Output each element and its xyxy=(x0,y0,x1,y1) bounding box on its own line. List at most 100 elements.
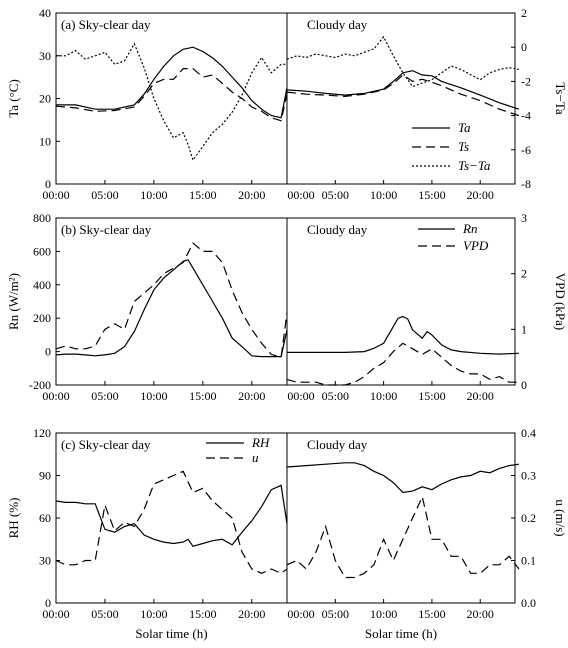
right-y-tick-label: 0 xyxy=(521,378,527,392)
x-tick-label: 15:00 xyxy=(189,607,216,621)
right-y-tick-label: 3 xyxy=(521,211,527,225)
legend-label: Ta xyxy=(458,120,471,135)
panel-c: 0 30 60 90 120 0.0 0.1 0.2 0.3 0.4 00:00 05:00 10:00… xyxy=(6,426,568,621)
x-tick-label: 20:00 xyxy=(467,188,494,202)
x-tick-label: 05:00 xyxy=(91,188,118,202)
right-y-tick-label: 1 xyxy=(521,322,527,336)
series-ts-clear xyxy=(55,67,288,122)
x-tick-label: 00:00 xyxy=(42,188,69,202)
series-u-cloudy xyxy=(286,494,520,579)
x-tick-label: 15:00 xyxy=(189,389,216,403)
x-tick-label: 20:00 xyxy=(238,389,265,403)
series-rh-clear xyxy=(55,484,288,547)
left-axis-label: RH (%) xyxy=(6,498,21,539)
left-y-tick-label: 30 xyxy=(39,554,51,568)
left-y-tick-label: 90 xyxy=(39,469,51,483)
left-y-tick-label: 120 xyxy=(33,426,51,440)
x-tick-label: 00:00 xyxy=(42,389,69,403)
series-vpd-cloudy xyxy=(286,342,519,386)
panel-title-clear: (c) Sky-clear day xyxy=(61,437,151,452)
left-y-tick-label: 0 xyxy=(45,345,51,359)
x-tick-label: 10:00 xyxy=(140,389,167,403)
right-y-tick-label: -4 xyxy=(521,109,531,123)
right-y-tick-label: 0 xyxy=(521,40,527,54)
left-y-tick-label: 40 xyxy=(39,6,51,20)
panel-title-clear: (b) Sky-clear day xyxy=(61,222,152,237)
x-tick-label: 10:00 xyxy=(370,188,397,202)
series-u-clear xyxy=(55,470,288,574)
left-y-tick-label: -200 xyxy=(29,378,51,392)
panel-a: 0 10 20 30 40 -8 -6 -4 -2 0 2 00:00 05:00 10:00 15:00 2… xyxy=(6,6,568,202)
panel-frame xyxy=(55,217,516,386)
x-tick-label: 10:00 xyxy=(370,389,397,403)
panel-frame xyxy=(55,432,516,604)
left-y-tick-label: 800 xyxy=(33,211,51,225)
x-tick-label: 15:00 xyxy=(418,188,445,202)
panel-title-cloudy: Cloudy day xyxy=(307,437,368,452)
x-tick-label: 05:00 xyxy=(91,389,118,403)
left-y-tick-label: 0 xyxy=(45,177,51,191)
series-ts-minus-ta-clear xyxy=(56,42,287,162)
legend-label: Rn xyxy=(462,221,477,236)
x-tick-label: 10:00 xyxy=(370,607,397,621)
left-y-tick-label: 60 xyxy=(39,511,51,525)
right-axis-label: VPD (kPa) xyxy=(553,273,568,330)
left-y-tick-label: 0 xyxy=(45,596,51,610)
panel-title-cloudy: Cloudy day xyxy=(307,17,368,32)
x-tick-label: 10:00 xyxy=(140,188,167,202)
right-axis-label: Ts−Ta xyxy=(553,82,568,114)
right-y-tick-label: 0.3 xyxy=(521,469,536,483)
right-y-tick-label: -8 xyxy=(521,177,531,191)
x-tick-label: 20:00 xyxy=(467,389,494,403)
legend-label: Ts−Ta xyxy=(458,158,491,173)
panel-title-cloudy: Cloudy day xyxy=(307,222,368,237)
x-tick-label: 20:00 xyxy=(238,607,265,621)
series-ta-clear xyxy=(56,46,288,119)
x-tick-label: 00:00 xyxy=(287,188,314,202)
left-y-tick-label: 200 xyxy=(33,311,51,325)
legend-label: VPD xyxy=(463,238,489,253)
legend-label: RH xyxy=(251,435,270,450)
panel-b: -200 0 200 400 600 800 0 1 2 3 00:00 05:00 10:00 15:0… xyxy=(6,211,568,403)
panel-title-clear: (a) Sky-clear day xyxy=(61,17,151,32)
right-y-tick-label: -2 xyxy=(521,74,531,88)
series-rh-cloudy xyxy=(286,462,519,494)
left-y-tick-label: 400 xyxy=(33,278,51,292)
x-tick-label: 05:00 xyxy=(91,607,118,621)
left-y-tick-label: 600 xyxy=(33,244,51,258)
x-tick-label: 15:00 xyxy=(189,188,216,202)
series-vpd-clear xyxy=(55,242,288,358)
x-tick-label: 05:00 xyxy=(322,188,349,202)
x-tick-label: 20:00 xyxy=(467,607,494,621)
legend-label: Ts xyxy=(458,139,469,154)
left-y-tick-label: 10 xyxy=(39,134,51,148)
series-ts-minus-ta-cloudy xyxy=(286,35,520,88)
x-tick-label: 00:00 xyxy=(42,607,69,621)
right-y-tick-label: 0.0 xyxy=(521,596,536,610)
x-tick-label: 05:00 xyxy=(322,607,349,621)
left-axis-label: Rn (W/m²) xyxy=(6,273,21,330)
x-axis-label-clear: Solar time (h) xyxy=(135,626,207,641)
left-axis-label: Ta (°C) xyxy=(6,79,21,118)
x-axis-label-cloudy: Solar time (h) xyxy=(365,626,437,641)
right-axis-label: u (m/s) xyxy=(553,499,568,536)
series-rn-cloudy xyxy=(287,315,519,355)
right-y-tick-label: 2 xyxy=(521,6,527,20)
x-tick-label: 00:00 xyxy=(287,607,314,621)
series-ta-cloudy xyxy=(286,70,520,110)
left-y-tick-label: 20 xyxy=(39,92,51,106)
x-tick-label: 15:00 xyxy=(418,607,445,621)
right-y-tick-label: 0.1 xyxy=(521,554,536,568)
x-tick-label: 05:00 xyxy=(322,389,349,403)
x-tick-label: 20:00 xyxy=(238,188,265,202)
right-y-tick-label: 0.4 xyxy=(521,426,536,440)
series-rn-clear xyxy=(55,259,288,358)
right-y-tick-label: 0.2 xyxy=(521,511,536,525)
right-y-tick-label: -6 xyxy=(521,143,531,157)
left-y-tick-label: 30 xyxy=(39,49,51,63)
legend-label: u xyxy=(252,450,259,465)
right-y-tick-label: 2 xyxy=(521,267,527,281)
x-tick-label: 00:00 xyxy=(287,389,314,403)
x-tick-label: 15:00 xyxy=(418,389,445,403)
